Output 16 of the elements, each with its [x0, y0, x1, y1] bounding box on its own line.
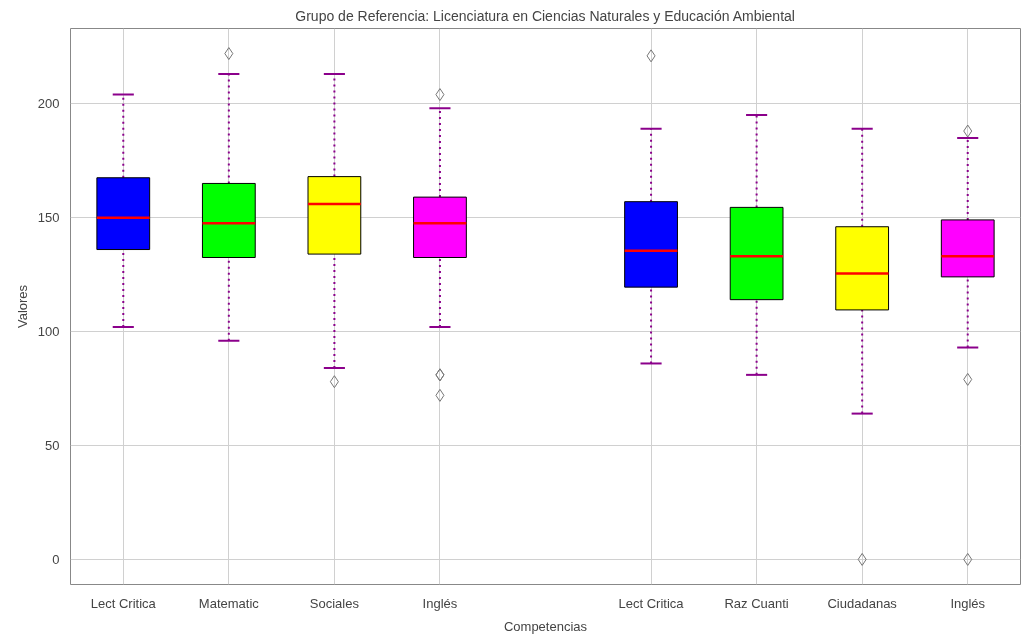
x-tick-label: Ciudadanas	[827, 595, 898, 611]
chart-title: Grupo de Referencia: Licenciatura en Ciencias Naturales y Educación Ambiental	[295, 7, 795, 24]
y-axis-title: Valores	[14, 284, 30, 329]
y-tick-label: 100	[37, 324, 60, 340]
y-tick-label: 50	[45, 438, 60, 453]
x-tick-label: Inglés	[950, 595, 986, 611]
x-tick-label: Lect Critica	[90, 595, 157, 611]
x-tick-label: Inglés	[422, 595, 458, 611]
x-tick-label: Matematic	[198, 595, 260, 611]
y-tick-label: 0	[52, 551, 60, 567]
y-tick-label: 150	[37, 210, 60, 226]
y-tick-label: 200	[37, 96, 60, 112]
x-tick-label: Raz Cuanti	[724, 595, 789, 611]
x-tick-label: Lect Critica	[618, 595, 685, 611]
x-tick-label: Sociales	[309, 595, 360, 611]
x-axis-title: Competencias	[503, 618, 588, 634]
